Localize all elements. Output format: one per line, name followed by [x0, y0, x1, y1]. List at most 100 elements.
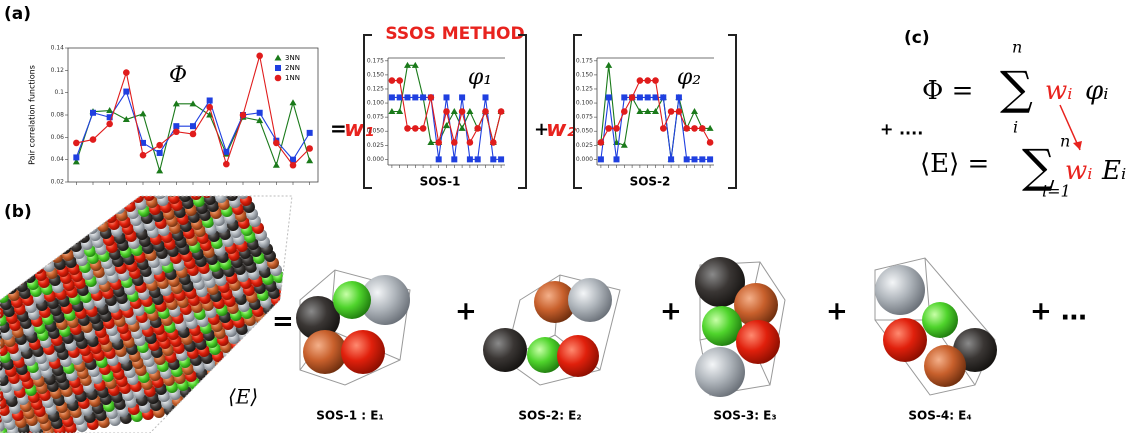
marker — [106, 107, 113, 113]
atom — [85, 192, 97, 204]
atom — [260, 379, 272, 391]
atom — [1, 162, 13, 174]
atom — [7, 176, 19, 188]
atom — [0, 178, 8, 190]
panel-label: (b) — [4, 202, 32, 222]
marker — [306, 145, 313, 152]
atom — [251, 358, 263, 370]
marker — [691, 125, 698, 132]
atom — [168, 192, 180, 204]
marker — [707, 139, 714, 146]
marker — [621, 108, 628, 115]
slab-label: ⟨E⟩ — [228, 385, 258, 409]
y-tick-label: 0.000 — [576, 156, 593, 163]
marker — [405, 94, 411, 100]
atom — [149, 120, 161, 132]
atom — [282, 292, 294, 304]
atom — [15, 167, 27, 179]
y-tick-label: 0.150 — [576, 71, 593, 78]
atom — [131, 161, 143, 173]
marker — [459, 94, 465, 100]
atom — [104, 181, 116, 193]
marker — [668, 156, 674, 162]
atom — [53, 228, 65, 240]
atom — [64, 226, 76, 238]
formula-text: n — [1012, 38, 1022, 57]
marker — [459, 125, 466, 131]
atom — [122, 140, 134, 152]
atom — [97, 137, 109, 149]
marker — [290, 99, 297, 105]
operator: + — [455, 297, 477, 327]
atom — [237, 187, 249, 199]
marker — [683, 125, 690, 132]
formula-text: Eᵢ — [1101, 156, 1126, 186]
atom — [26, 165, 38, 177]
atom — [0, 254, 5, 266]
chart-label: SOS-1 — [420, 175, 461, 189]
atom — [100, 144, 112, 156]
marker — [474, 125, 481, 132]
atom — [89, 146, 101, 158]
marker — [451, 156, 457, 162]
atom — [217, 168, 229, 180]
formula-text: wᵢ — [1065, 156, 1093, 186]
chart: 0.0000.0250.0500.0750.1000.1250.1500.175… — [576, 57, 714, 168]
atom — [21, 181, 33, 193]
atom — [70, 240, 82, 252]
atom — [218, 364, 230, 376]
formula-text: n — [1060, 132, 1070, 151]
atom — [212, 184, 224, 196]
atom — [96, 190, 108, 202]
atom — [115, 179, 127, 191]
atom — [140, 182, 152, 194]
atom — [91, 206, 103, 218]
atom — [172, 146, 184, 158]
marker — [307, 130, 313, 136]
atom — [208, 396, 220, 408]
atom — [15, 250, 27, 262]
atom — [169, 139, 181, 151]
marker — [223, 161, 230, 168]
atom — [77, 201, 89, 213]
marker — [443, 108, 450, 115]
marker — [684, 156, 690, 162]
atom — [92, 153, 104, 165]
atom — [167, 162, 179, 174]
atom — [30, 202, 42, 214]
atom — [98, 167, 110, 179]
y-tick-label: 0.175 — [576, 57, 593, 64]
atom — [254, 365, 266, 377]
y-tick-label: 0.100 — [367, 100, 384, 107]
atom — [220, 175, 232, 187]
atom — [69, 210, 81, 222]
atom — [146, 113, 158, 125]
atom — [189, 158, 201, 170]
atom — [49, 191, 61, 203]
atom — [0, 277, 3, 289]
marker — [90, 110, 96, 116]
marker — [614, 156, 620, 162]
marker — [123, 89, 129, 95]
atom — [142, 159, 154, 171]
panel-label: (c) — [904, 28, 930, 48]
atom — [165, 185, 177, 197]
y-axis-label: Pair correlation functions — [28, 65, 37, 165]
marker — [73, 140, 80, 147]
atom — [32, 179, 44, 191]
atom — [223, 182, 235, 194]
atom — [253, 335, 265, 347]
atom — [56, 235, 68, 247]
marker — [498, 156, 504, 162]
atom — [281, 345, 293, 357]
marker — [613, 125, 620, 132]
atom — [120, 163, 132, 175]
atom — [31, 232, 43, 244]
marker — [156, 167, 163, 173]
chart: 0.020.040.060.080.10.120.14Pair correlat… — [28, 45, 319, 186]
marker — [467, 139, 474, 146]
marker — [173, 128, 180, 135]
atom — [164, 155, 176, 167]
atom — [113, 119, 125, 131]
atom — [121, 193, 133, 205]
